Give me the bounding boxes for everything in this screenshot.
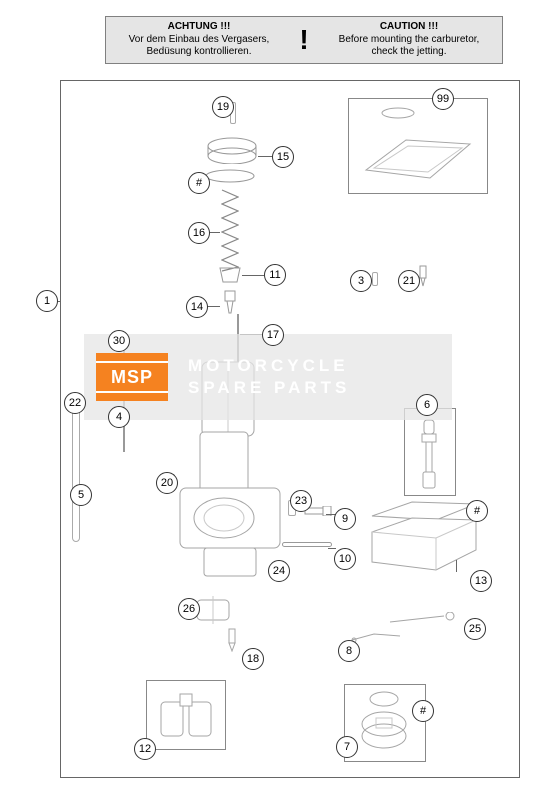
- watermark-line1: MOTORCYCLE: [188, 355, 350, 377]
- callout-9: 9: [334, 508, 356, 530]
- caution-de-heading: ACHTUNG !!!: [112, 21, 286, 34]
- watermark-badge-text: MSP: [111, 367, 153, 388]
- part-float-arm: [350, 630, 402, 644]
- part-throttle-spring: [221, 188, 239, 272]
- part-overflow-tube: [72, 408, 80, 542]
- part-bowl-plug: [360, 710, 408, 754]
- callout-1: 1: [36, 290, 58, 312]
- part-drain-screw: [388, 612, 460, 626]
- part-gasket-rect: [360, 128, 476, 184]
- caution-de-line2: Bedüsung kontrollieren.: [112, 46, 286, 59]
- callout-22: 22: [64, 392, 86, 414]
- callout-15: 15: [272, 146, 294, 168]
- part-main-jet: [372, 272, 378, 286]
- callout-3: 3: [350, 270, 372, 292]
- callout-24: 24: [268, 560, 290, 582]
- watermark-text: MOTORCYCLE SPARE PARTS: [188, 355, 350, 399]
- callout-25: 25: [464, 618, 486, 640]
- caution-de-line1: Vor dem Einbau des Vergasers,: [112, 34, 286, 47]
- callout-20: 20: [156, 472, 178, 494]
- callout-#: #: [412, 700, 434, 722]
- callout-11: 11: [264, 264, 286, 286]
- callout-17: 17: [262, 324, 284, 346]
- callout-16: 16: [188, 222, 210, 244]
- part-needle-valve: [228, 628, 236, 652]
- caution-banner: ACHTUNG !!! Vor dem Einbau des Vergasers…: [105, 16, 503, 64]
- callout-14: 14: [186, 296, 208, 318]
- part-spring-seat: [218, 266, 242, 284]
- callout-8: 8: [338, 640, 360, 662]
- caution-divider-icon: !: [292, 17, 316, 63]
- part-carburetor-body: [178, 430, 282, 580]
- part-needle-jet: [222, 290, 238, 314]
- part-float-pin: [282, 542, 332, 547]
- caution-en-line2: check the jetting.: [322, 46, 496, 59]
- part-float-bowl: [368, 516, 480, 574]
- callout-23: 23: [290, 490, 312, 512]
- callout-6: 6: [416, 394, 438, 416]
- watermark-badge: MSP: [96, 353, 168, 401]
- callout-4: 4: [108, 406, 130, 428]
- part-carb-cap: [206, 136, 258, 164]
- watermark-banner: MSP MOTORCYCLE SPARE PARTS: [84, 334, 452, 420]
- leader-10: [328, 548, 336, 549]
- caution-en-heading: CAUTION !!!: [322, 21, 496, 34]
- callout-10: 10: [334, 548, 356, 570]
- callout-30: 30: [108, 330, 130, 352]
- callout-#: #: [188, 172, 210, 194]
- watermark-line2: SPARE PARTS: [188, 377, 350, 399]
- part-choke-plunger: [418, 418, 440, 492]
- callout-12: 12: [134, 738, 156, 760]
- callout-13: 13: [470, 570, 492, 592]
- callout-#: #: [466, 500, 488, 522]
- callout-99: 99: [432, 88, 454, 110]
- callout-19: 19: [212, 96, 234, 118]
- part-starter-jet: [418, 264, 428, 288]
- callout-18: 18: [242, 648, 264, 670]
- part-float-assembly: [158, 692, 214, 740]
- part-float: [196, 596, 230, 624]
- callout-26: 26: [178, 598, 200, 620]
- part-gasket-small-oval: [380, 106, 416, 120]
- leader-11: [242, 275, 264, 276]
- callout-5: 5: [70, 484, 92, 506]
- caution-en-line1: Before mounting the carburetor,: [322, 34, 496, 47]
- caution-de: ACHTUNG !!! Vor dem Einbau des Vergasers…: [106, 17, 292, 63]
- caution-en: CAUTION !!! Before mounting the carburet…: [316, 17, 502, 63]
- part-cap-gasket: [204, 168, 256, 184]
- callout-21: 21: [398, 270, 420, 292]
- part-bowl-oring: [368, 690, 400, 708]
- leader-13: [456, 560, 457, 572]
- callout-7: 7: [336, 736, 358, 758]
- leader-15: [258, 156, 272, 157]
